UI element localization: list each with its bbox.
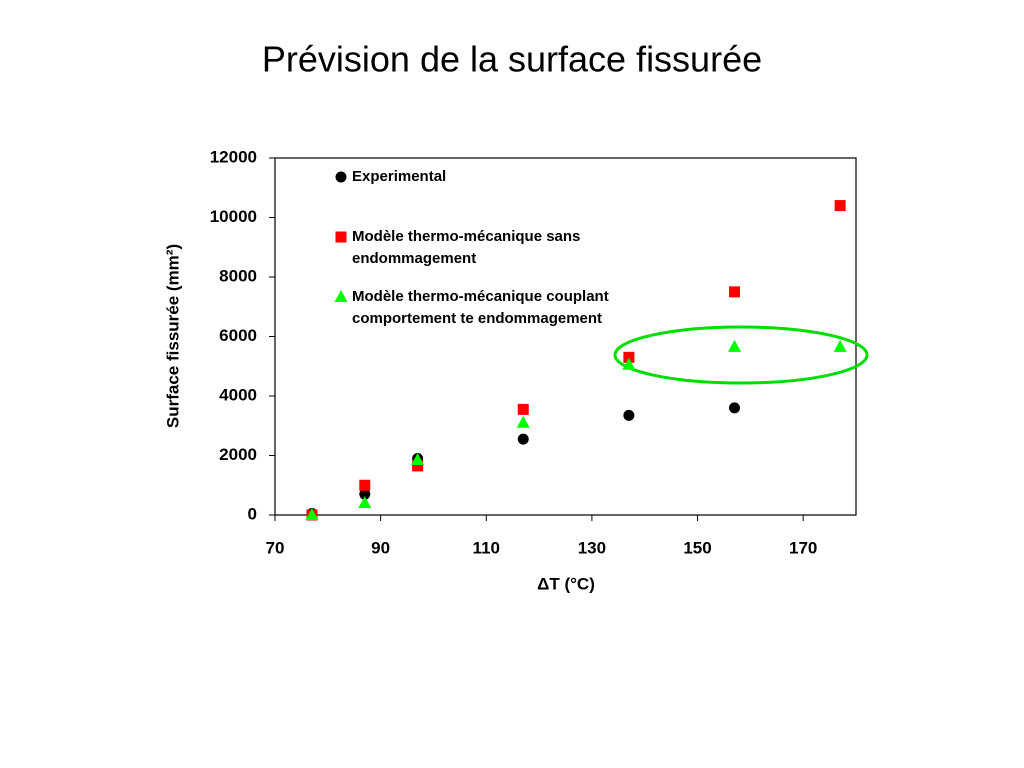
point [623,351,635,363]
legend-label: Experimental [352,168,447,185]
chart-title: Prévision de la surface fissurée [262,39,762,80]
y-tick-label: 2000 [219,445,257,464]
point [728,339,742,352]
plot-frame [274,157,857,516]
point [359,488,371,500]
point [834,200,846,212]
y-tick-label: 8000 [219,266,257,285]
y-tick-label: 0 [248,504,257,523]
point [305,508,319,520]
y-axis-label: Surface fissurée (mm²) [163,244,182,428]
legend-marker-box [335,171,347,183]
highlight-ellipse [613,325,869,385]
legend-marker-box [335,231,347,243]
point [517,403,529,415]
point [412,460,424,472]
legend-entry: Modèle thermo-mécanique sans endommageme… [334,226,634,270]
legend-marker [335,171,347,183]
x-tick-label: 110 [473,538,500,557]
point [359,479,371,491]
point [622,357,636,370]
legend-label: Modèle thermo-mécanique couplant comport… [352,288,609,327]
x-tick-label: 150 [683,538,711,557]
point [517,433,529,445]
point [729,286,741,298]
x-tick-label: 90 [371,538,390,557]
x-tick-label: 70 [266,538,285,557]
y-tick-label: 4000 [219,385,257,404]
point [516,415,530,428]
x-axis-label: ΔT (°C) [537,574,595,593]
point [623,409,635,421]
y-tick-label: 12000 [210,147,257,166]
x-tick-label: 130 [578,538,606,557]
point [358,496,372,509]
point [833,339,847,352]
y-tick-label: 6000 [219,326,257,345]
legend-entry: Experimental [334,166,634,188]
point [411,452,425,465]
legend-marker-box [334,290,348,302]
point [729,402,741,414]
y-tick-label: 10000 [210,207,257,226]
legend-entry: Modèle thermo-mécanique couplant comport… [334,286,634,330]
x-tick-label: 170 [789,538,817,557]
legend-marker [334,290,348,302]
legend-marker [335,231,347,243]
legend-label: Modèle thermo-mécanique sans endommageme… [352,228,581,267]
